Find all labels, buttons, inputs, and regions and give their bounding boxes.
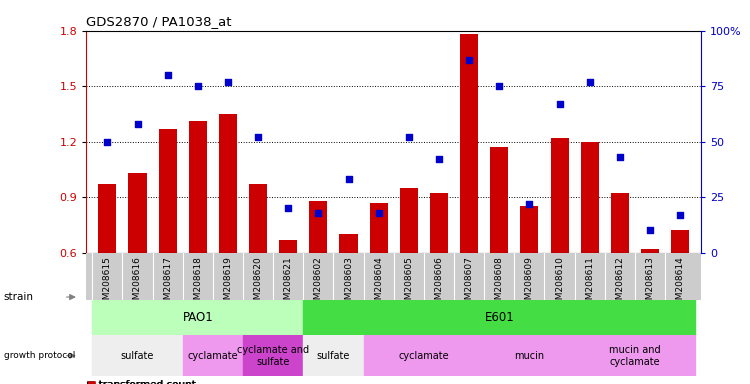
Point (373, 210, 385, 216)
Text: GSM208611: GSM208611 (585, 257, 594, 311)
Bar (460, 35, 478, 364)
Bar (303, 300, 695, 335)
Text: GSM208608: GSM208608 (495, 257, 504, 311)
Bar (550, 138, 568, 364)
Text: GSM208605: GSM208605 (404, 257, 413, 311)
Text: cyclamate and
sulfate: cyclamate and sulfate (237, 345, 309, 366)
Bar (92, 335, 183, 376)
Bar (128, 173, 146, 364)
Text: GSM208618: GSM208618 (194, 257, 202, 311)
Text: GSM208609: GSM208609 (525, 257, 534, 311)
Text: ■ transformed count: ■ transformed count (86, 380, 196, 384)
Text: mucin: mucin (514, 351, 544, 361)
Point (524, 201, 536, 207)
Text: GSM208613: GSM208613 (646, 257, 655, 311)
Bar (484, 335, 574, 376)
Point (463, 56, 475, 63)
Point (192, 83, 204, 89)
Bar (279, 240, 297, 364)
Point (614, 154, 626, 160)
Text: PAO1: PAO1 (182, 311, 213, 324)
Text: mucin and
cyclamate: mucin and cyclamate (609, 345, 661, 366)
Point (343, 176, 355, 182)
Text: GSM208621: GSM208621 (284, 257, 292, 311)
Point (554, 101, 566, 107)
Point (131, 121, 143, 127)
Bar (158, 129, 177, 364)
Point (494, 83, 506, 89)
Bar (249, 184, 267, 364)
Text: ■: ■ (86, 380, 96, 384)
Text: cyclamate: cyclamate (188, 351, 238, 361)
Text: transformed count: transformed count (95, 380, 196, 384)
Bar (303, 335, 364, 376)
Text: GSM208620: GSM208620 (254, 257, 262, 311)
Text: GSM208606: GSM208606 (434, 257, 443, 311)
Text: GSM208603: GSM208603 (344, 257, 353, 311)
Text: GSM208612: GSM208612 (615, 257, 624, 311)
Bar (364, 335, 484, 376)
Point (162, 72, 174, 78)
Bar (574, 335, 695, 376)
Text: GSM208615: GSM208615 (103, 257, 112, 311)
Text: E601: E601 (484, 311, 514, 324)
Text: GSM208604: GSM208604 (374, 257, 383, 311)
Bar (430, 194, 448, 364)
Text: sulfate: sulfate (316, 351, 350, 361)
Bar (641, 249, 659, 364)
Bar (400, 188, 418, 364)
Text: GSM208607: GSM208607 (464, 257, 473, 311)
Bar (370, 203, 388, 364)
Bar (340, 234, 358, 364)
Bar (490, 147, 508, 364)
Point (584, 79, 596, 85)
Point (313, 210, 325, 216)
Text: GSM208619: GSM208619 (224, 257, 232, 311)
Text: growth protocol: growth protocol (4, 351, 75, 360)
Text: GSM208614: GSM208614 (676, 257, 685, 311)
Text: strain: strain (4, 292, 34, 302)
Point (222, 79, 234, 85)
Bar (520, 207, 538, 364)
Text: GSM208610: GSM208610 (555, 257, 564, 311)
Point (403, 134, 415, 140)
Bar (671, 230, 689, 364)
Bar (610, 194, 629, 364)
Text: GSM208617: GSM208617 (164, 257, 172, 311)
Bar (189, 121, 207, 364)
Point (674, 212, 686, 218)
Text: sulfate: sulfate (121, 351, 154, 361)
Bar (183, 335, 243, 376)
Point (282, 205, 294, 211)
Point (101, 139, 113, 145)
Point (433, 156, 445, 162)
Bar (92, 300, 303, 335)
Point (252, 134, 264, 140)
Text: GDS2870 / PA1038_at: GDS2870 / PA1038_at (86, 15, 232, 28)
Bar (580, 142, 598, 364)
Text: GSM208602: GSM208602 (314, 257, 323, 311)
Bar (309, 201, 328, 364)
Bar (243, 335, 303, 376)
Bar (98, 184, 116, 364)
Point (644, 227, 656, 233)
Text: GSM208616: GSM208616 (133, 257, 142, 311)
Bar (219, 114, 237, 364)
Text: cyclamate: cyclamate (398, 351, 449, 361)
